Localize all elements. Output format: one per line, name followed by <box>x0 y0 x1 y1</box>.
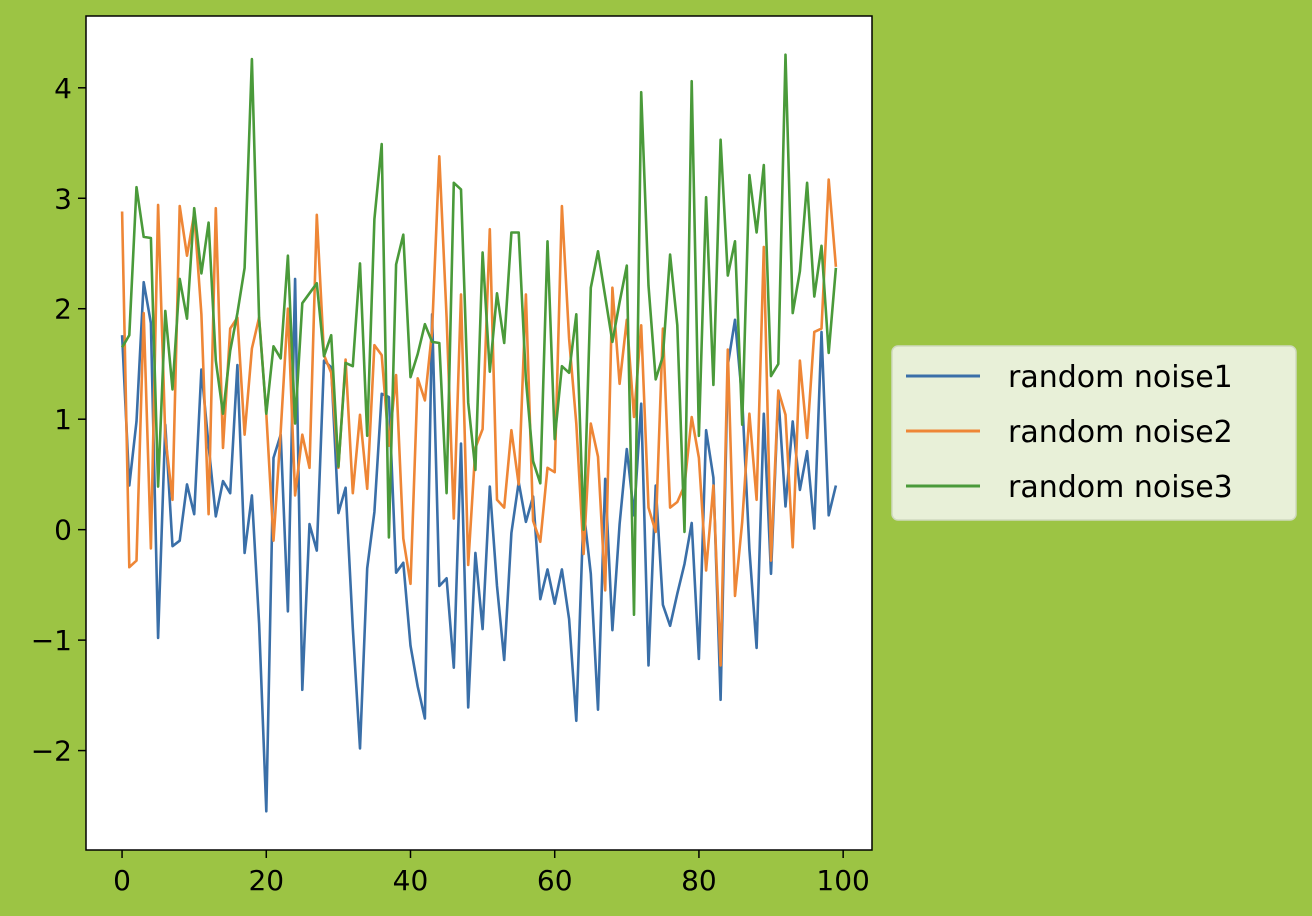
x-axis: 0 20 40 60 80 100 <box>113 850 870 897</box>
legend-box <box>891 345 1297 521</box>
plot-frame <box>85 15 873 851</box>
x-tick-label: 60 <box>537 864 573 897</box>
series-line-2 <box>120 155 838 667</box>
legend-label-2: random noise2 <box>1008 415 1233 450</box>
y-tick-label: −1 <box>31 624 72 657</box>
y-tick-label: −2 <box>31 735 72 768</box>
plot-area <box>86 16 872 850</box>
y-tick-label: 1 <box>54 403 72 436</box>
x-tick-label: 0 <box>113 864 131 897</box>
x-tick-label: 20 <box>248 864 284 897</box>
x-tick-label: 100 <box>816 864 869 897</box>
legend: random noise1 random noise2 random noise3 <box>891 345 1297 521</box>
y-tick-label: 0 <box>54 514 72 547</box>
y-tick-label: 4 <box>54 72 72 105</box>
legend-label-3: random noise3 <box>1008 470 1233 505</box>
series-layer <box>120 53 838 813</box>
x-tick-label: 40 <box>393 864 429 897</box>
x-tick-label: 80 <box>681 864 717 897</box>
series-line-3 <box>120 53 838 617</box>
y-tick-label: 2 <box>54 293 72 326</box>
y-axis: −2 −1 0 1 2 3 4 <box>31 72 86 768</box>
legend-label-1: random noise1 <box>1008 360 1233 395</box>
y-tick-label: 3 <box>54 182 72 215</box>
